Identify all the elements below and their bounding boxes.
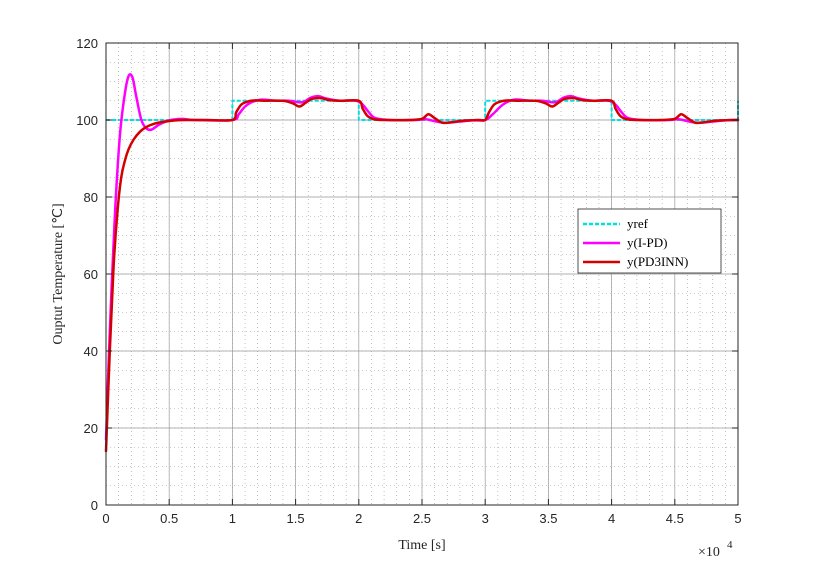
series-line-pd3inn — [104, 96, 740, 453]
axis-ticks — [105, 42, 739, 506]
y-tick-label: 0 — [91, 498, 98, 513]
x-tick-label: 5 — [734, 511, 741, 526]
y-tick-label: 40 — [84, 344, 98, 359]
y-tick-labels: 0 20 40 60 80 100 120 — [76, 36, 98, 513]
x-tick-label: 3.5 — [539, 511, 557, 526]
x-tick-label: 0 — [102, 511, 109, 526]
x-tick-label: 3 — [482, 511, 489, 526]
x-tick-labels: 0 0.5 1 1.5 2 2.5 3 3.5 4 4.5 5 — [102, 511, 741, 526]
x-exponent-base: ×10 — [698, 545, 720, 560]
x-tick-label: 4 — [608, 511, 615, 526]
legend-label-pd3inn: y(PD3INN) — [627, 254, 688, 269]
x-tick-label: 0.5 — [160, 511, 178, 526]
x-tick-label: 2.5 — [413, 511, 431, 526]
legend: yref y(I-PD) y(PD3INN) — [577, 208, 722, 274]
x-exponent-power: 4 — [727, 539, 733, 551]
x-tick-label: 1 — [229, 511, 236, 526]
y-axis-label: Ouptut Temperature [℃] — [51, 203, 66, 344]
y-tick-label: 80 — [84, 190, 98, 205]
x-axis-label: Time [s] — [398, 538, 445, 553]
x-tick-label: 4.5 — [666, 511, 684, 526]
y-tick-label: 60 — [84, 267, 98, 282]
y-tick-label: 20 — [84, 421, 98, 436]
x-exponent: ×10 4 — [698, 539, 733, 560]
legend-label-yref: yref — [627, 216, 649, 231]
x-tick-label: 2 — [355, 511, 362, 526]
y-tick-label: 100 — [76, 113, 98, 128]
y-tick-label: 120 — [76, 36, 98, 51]
legend-label-ipd: y(I-PD) — [627, 235, 667, 250]
x-tick-label: 1.5 — [287, 511, 305, 526]
series-layer — [104, 73, 740, 453]
